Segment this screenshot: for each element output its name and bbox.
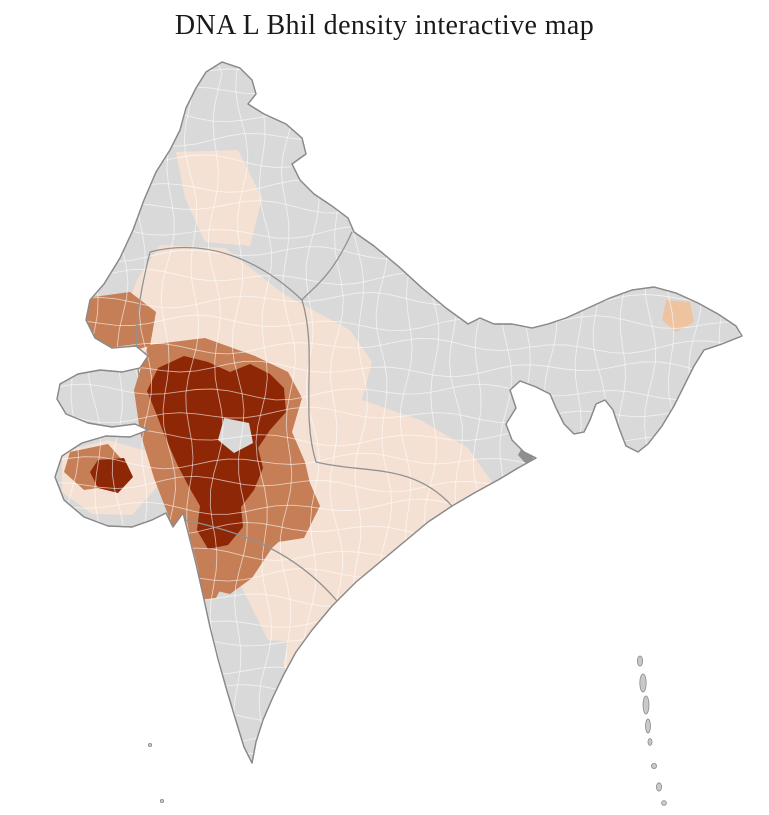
district-line bbox=[760, 58, 769, 810]
district-line bbox=[55, 62, 742, 78]
state-boundary bbox=[315, 461, 453, 507]
state-boundary bbox=[301, 299, 317, 463]
district-line bbox=[663, 62, 681, 763]
island-district[interactable] bbox=[642, 695, 650, 715]
islands bbox=[147, 655, 667, 806]
island-district[interactable] bbox=[637, 655, 644, 667]
district-line bbox=[55, 406, 742, 424]
island-district[interactable] bbox=[159, 799, 164, 804]
district-line bbox=[55, 177, 742, 193]
district-line bbox=[519, 62, 537, 763]
district-line bbox=[55, 752, 742, 763]
region-low-south-tamil[interactable] bbox=[283, 624, 348, 702]
district-line bbox=[88, 62, 105, 763]
island-district[interactable] bbox=[661, 800, 667, 806]
district-line bbox=[255, 62, 273, 763]
district-line bbox=[736, 62, 742, 763]
district-line bbox=[55, 337, 742, 355]
region-low-north[interactable] bbox=[176, 150, 262, 246]
region-ne-spot[interactable] bbox=[662, 300, 694, 332]
district-line bbox=[55, 613, 742, 630]
island-district[interactable] bbox=[656, 782, 663, 792]
island-district[interactable] bbox=[639, 673, 647, 693]
district-line bbox=[55, 636, 742, 653]
district-line bbox=[55, 590, 742, 608]
district-line bbox=[687, 62, 705, 763]
region-medium-west-bump[interactable] bbox=[82, 292, 156, 354]
district-line bbox=[55, 383, 742, 401]
district-line bbox=[55, 131, 742, 147]
district-line bbox=[55, 360, 742, 378]
district-line bbox=[64, 62, 81, 763]
state-boundary bbox=[185, 519, 339, 603]
district-line bbox=[55, 291, 742, 309]
island-district[interactable] bbox=[147, 743, 152, 748]
state-boundary bbox=[149, 246, 303, 301]
district-line bbox=[55, 567, 742, 585]
district-line bbox=[231, 62, 249, 763]
district-line bbox=[55, 85, 742, 101]
district-line bbox=[55, 108, 742, 124]
district-line bbox=[111, 62, 129, 763]
district-line bbox=[36, 799, 756, 814]
district-line bbox=[543, 62, 561, 763]
island-district[interactable] bbox=[647, 738, 653, 746]
region-very-high-saurashtra-spot[interactable] bbox=[90, 458, 133, 493]
region-very-high-core[interactable] bbox=[147, 356, 286, 549]
island-district[interactable] bbox=[645, 718, 651, 734]
district-line bbox=[55, 429, 742, 447]
district-line bbox=[55, 154, 742, 170]
page-title: DNA L Bhil density interactive map bbox=[174, 10, 595, 41]
district-line bbox=[55, 314, 742, 331]
coastline bbox=[54, 61, 743, 764]
district-line bbox=[55, 683, 742, 699]
district-line bbox=[36, 776, 756, 790]
district-line bbox=[712, 62, 729, 763]
district-line bbox=[592, 62, 609, 763]
state-boundary bbox=[301, 231, 353, 301]
district-line bbox=[55, 62, 56, 763]
district-line bbox=[55, 660, 742, 677]
region-no-data-hole[interactable] bbox=[218, 418, 253, 453]
island-district[interactable] bbox=[651, 763, 658, 770]
